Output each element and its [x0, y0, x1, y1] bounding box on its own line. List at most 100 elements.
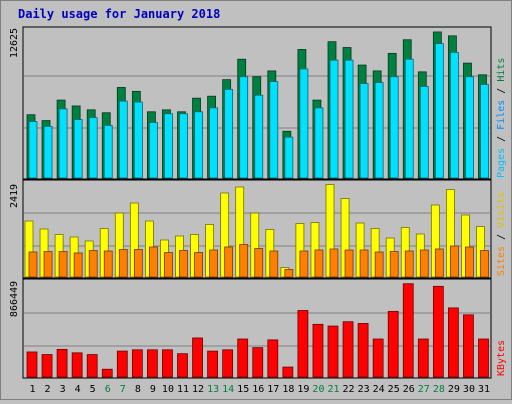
files-bar: [194, 111, 203, 179]
x-axis-day-label: 14: [222, 384, 234, 395]
sites-bar: [224, 246, 234, 278]
files-bar: [73, 119, 83, 179]
kbytes-bar: [267, 339, 279, 378]
kbytes-bar: [478, 338, 489, 378]
x-axis-day-label: 28: [433, 384, 445, 395]
panel-kbytes-bars: [26, 283, 489, 378]
sites-bar: [133, 249, 143, 278]
kbytes-bar: [162, 349, 173, 378]
chart-title: Daily usage for January 2018: [18, 7, 220, 21]
legend-visits: Visits: [496, 192, 507, 228]
files-bar: [434, 43, 444, 179]
kbytes-bar: [41, 354, 53, 378]
kbytes-bar: [56, 348, 68, 378]
kbytes-bar: [101, 368, 113, 378]
x-axis-day-label: 19: [297, 384, 309, 395]
x-axis-day-label: 31: [478, 384, 490, 395]
kbytes-bar: [177, 353, 188, 378]
sites-bar: [359, 249, 369, 278]
files-bar: [209, 107, 219, 179]
x-axis-day-label: 1: [29, 384, 35, 395]
panel-sites-visits-bars: [24, 184, 489, 278]
sites-bar: [374, 251, 384, 278]
panel-hits-files-bars: [26, 31, 489, 179]
files-bar: [148, 122, 158, 179]
x-axis-day-label: 27: [418, 384, 430, 395]
files-bar: [284, 136, 294, 179]
kbytes-bar: [26, 351, 38, 378]
x-axis-day-label: 23: [358, 384, 370, 395]
x-axis-day-label: 7: [120, 384, 126, 395]
x-axis-day-label: 2: [45, 384, 51, 395]
panel-sites-visits-legend: Sites / Visits: [496, 192, 507, 276]
legend-kbytes: KBytes: [496, 340, 507, 376]
sites-bar: [329, 248, 339, 278]
x-axis-day-label: 10: [162, 384, 174, 395]
files-bar: [254, 94, 264, 179]
x-axis-day-label: 29: [448, 384, 460, 395]
sites-bar: [404, 250, 414, 278]
sites-bar: [209, 249, 219, 278]
kbytes-bar: [387, 310, 399, 378]
x-axis-day-label: 21: [327, 384, 339, 395]
files-bar: [299, 68, 309, 179]
x-axis-day-label: 3: [60, 384, 66, 395]
legend-pages: Pages: [496, 148, 507, 178]
legend-separator: /: [496, 130, 507, 148]
sites-bar: [179, 250, 188, 278]
kbytes-bar: [131, 349, 143, 378]
files-bar: [359, 83, 369, 179]
x-axis-day-label: 20: [312, 384, 324, 395]
kbytes-bar: [357, 323, 369, 378]
x-axis-day-label: 6: [105, 384, 111, 395]
files-bar: [374, 82, 384, 179]
files-bar: [269, 81, 279, 179]
sites-bar: [389, 251, 399, 278]
legend-sites-visits: Sites / Visits: [496, 192, 507, 276]
kbytes-bar: [192, 337, 203, 378]
sites-bar: [254, 248, 264, 278]
x-axis-day-label: 5: [90, 384, 96, 395]
legend-sites: Sites: [496, 246, 507, 276]
sites-bar: [164, 252, 173, 278]
files-bar: [329, 59, 339, 179]
panel-sites-visits: 2419 Sites / Visits: [9, 179, 507, 279]
files-bar: [58, 108, 68, 179]
x-axis-day-labels: 1 2 3 4 5 6 7 8 9 10 11 12 13 14 15 16 17 18 19 20 21 22 23 24 2…: [29, 384, 490, 395]
kbytes-bar: [222, 349, 234, 378]
legend-pages-files-hits: Pages / Files / Hits: [496, 58, 507, 178]
x-axis-day-label: 25: [388, 384, 400, 395]
sites-bar: [314, 249, 324, 278]
sites-bar: [73, 252, 83, 278]
files-bar: [28, 121, 38, 179]
x-axis-day-label: 24: [373, 384, 385, 395]
panel-hits-files-ymax-label: 12625: [9, 28, 20, 58]
files-bar: [239, 76, 249, 179]
files-bar: [118, 100, 128, 179]
sites-bar: [434, 248, 444, 278]
kbytes-bar: [252, 347, 264, 378]
sites-bar: [43, 251, 53, 278]
files-bar: [103, 125, 113, 179]
kbytes-bar: [402, 283, 414, 378]
files-bar: [43, 125, 53, 179]
sites-bar: [88, 250, 98, 278]
kbytes-bar: [417, 338, 429, 378]
legend-separator: /: [496, 228, 507, 246]
sites-bar: [28, 251, 38, 278]
x-axis-day-label: 26: [403, 384, 415, 395]
x-axis-day-label: 12: [192, 384, 204, 395]
files-bar: [179, 113, 188, 179]
files-bar: [88, 117, 98, 179]
sites-bar: [269, 250, 279, 278]
kbytes-bar: [297, 310, 309, 378]
x-axis-day-label: 17: [267, 384, 279, 395]
sites-bar: [194, 252, 203, 278]
files-bar: [389, 76, 399, 179]
sites-bar: [118, 249, 128, 278]
files-bar: [224, 88, 234, 179]
kbytes-bar: [116, 350, 128, 378]
sites-bar: [465, 246, 474, 278]
x-axis-day-label: 18: [282, 384, 294, 395]
